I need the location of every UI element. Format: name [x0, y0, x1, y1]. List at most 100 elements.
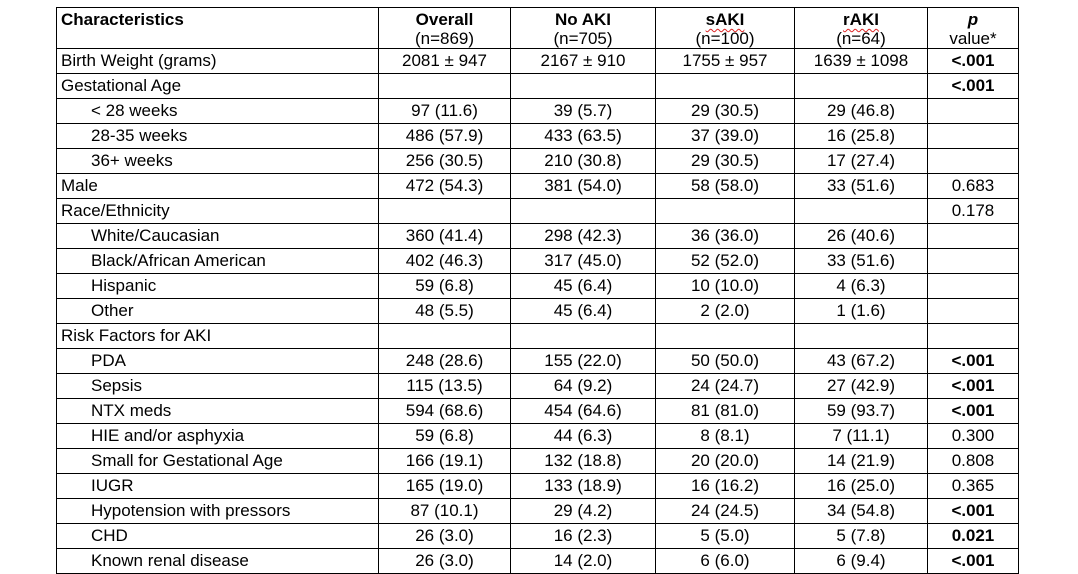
cell-overall: 59 (6.8): [378, 273, 511, 299]
cell-saki: 8 (8.1): [655, 423, 795, 449]
cell-overall: [378, 198, 511, 224]
cell-saki: 20 (20.0): [655, 448, 795, 474]
header-p-value: p value*: [927, 7, 1019, 49]
table-row: 28-35 weeks 486 (57.9) 433 (63.5) 37 (39.0)…: [56, 123, 1019, 149]
cell-raki: 34 (54.8): [794, 498, 928, 524]
cell-p-value: [927, 273, 1019, 299]
cell-raki: 59 (93.7): [794, 398, 928, 424]
cell-p-value: [927, 98, 1019, 124]
cell-p-value: <.001: [927, 548, 1019, 574]
cell-p-value: 0.300: [927, 423, 1019, 449]
cell-raki: 29 (46.8): [794, 98, 928, 124]
cell-overall: 97 (11.6): [378, 98, 511, 124]
cell-overall: 594 (68.6): [378, 398, 511, 424]
table-row: Risk Factors for AKI: [56, 323, 1019, 349]
cell-saki: 36 (36.0): [655, 223, 795, 249]
cell-no-aki: 45 (6.4): [510, 298, 656, 324]
cell-no-aki: 14 (2.0): [510, 548, 656, 574]
row-label: Male: [56, 173, 379, 199]
table-row: IUGR 165 (19.0) 133 (18.9) 16 (16.2) 16 (25.…: [56, 473, 1019, 499]
table-row: CHD 26 (3.0) 16 (2.3) 5 (5.0) 5 (7.8) 0.021: [56, 523, 1019, 549]
cell-no-aki: 45 (6.4): [510, 273, 656, 299]
cell-overall: 115 (13.5): [378, 373, 511, 399]
cell-p-value: [927, 248, 1019, 274]
cell-overall: 402 (46.3): [378, 248, 511, 274]
table-row: 36+ weeks 256 (30.5) 210 (30.8) 29 (30.5) 17…: [56, 148, 1019, 174]
header-no-aki: No AKI (n=705): [510, 7, 656, 49]
table-row: Birth Weight (grams) 2081 ± 947 2167 ± 910…: [56, 48, 1019, 74]
cell-p-value: <.001: [927, 73, 1019, 99]
cell-saki: 16 (16.2): [655, 473, 795, 499]
row-label: Risk Factors for AKI: [56, 323, 379, 349]
cell-no-aki: [510, 73, 656, 99]
cell-no-aki: 155 (22.0): [510, 348, 656, 374]
table-row: Black/African American 402 (46.3) 317 (45.…: [56, 248, 1019, 274]
cell-overall: 472 (54.3): [378, 173, 511, 199]
cell-p-value: <.001: [927, 373, 1019, 399]
cell-no-aki: 132 (18.8): [510, 448, 656, 474]
cell-overall: 2081 ± 947: [378, 48, 511, 74]
cell-no-aki: 381 (54.0): [510, 173, 656, 199]
cell-raki: 14 (21.9): [794, 448, 928, 474]
cell-overall: 59 (6.8): [378, 423, 511, 449]
table-row: Hispanic 59 (6.8) 45 (6.4) 10 (10.0) 4 (6.3): [56, 273, 1019, 299]
cell-overall: [378, 323, 511, 349]
row-label: Known renal disease: [56, 548, 379, 574]
row-label: IUGR: [56, 473, 379, 499]
cell-saki: 1755 ± 957: [655, 48, 795, 74]
header-saki: sAKI (n=100): [655, 7, 795, 49]
cell-no-aki: 29 (4.2): [510, 498, 656, 524]
table-row: Small for Gestational Age 166 (19.1) 132 (…: [56, 448, 1019, 474]
cell-raki: 26 (40.6): [794, 223, 928, 249]
cell-raki: 5 (7.8): [794, 523, 928, 549]
cell-no-aki: 210 (30.8): [510, 148, 656, 174]
cell-p-value: <.001: [927, 498, 1019, 524]
cell-overall: [378, 73, 511, 99]
cell-no-aki: 64 (9.2): [510, 373, 656, 399]
cell-no-aki: 39 (5.7): [510, 98, 656, 124]
cell-p-value: 0.683: [927, 173, 1019, 199]
table-row: Sepsis 115 (13.5) 64 (9.2) 24 (24.7) 27 (42.…: [56, 373, 1019, 399]
row-label: Other: [56, 298, 379, 324]
cell-p-value: <.001: [927, 348, 1019, 374]
cell-p-value: 0.021: [927, 523, 1019, 549]
cell-saki: [655, 323, 795, 349]
cell-saki: 5 (5.0): [655, 523, 795, 549]
cell-no-aki: 433 (63.5): [510, 123, 656, 149]
cell-saki: 2 (2.0): [655, 298, 795, 324]
header-saki-n: (n=100): [695, 29, 755, 48]
header-raki-n: (n=64): [836, 29, 886, 48]
cell-overall: 87 (10.1): [378, 498, 511, 524]
header-raki: rAKI (n=64): [794, 7, 928, 49]
cell-raki: 17 (27.4): [794, 148, 928, 174]
cell-raki: 27 (42.9): [794, 373, 928, 399]
cell-saki: 6 (6.0): [655, 548, 795, 574]
table-row: PDA 248 (28.6) 155 (22.0) 50 (50.0) 43 (67.2…: [56, 348, 1019, 374]
cell-saki: 24 (24.5): [655, 498, 795, 524]
cell-p-value: 0.808: [927, 448, 1019, 474]
cell-overall: 486 (57.9): [378, 123, 511, 149]
cell-raki: 16 (25.8): [794, 123, 928, 149]
cell-raki: 4 (6.3): [794, 273, 928, 299]
cell-raki: [794, 198, 928, 224]
header-characteristics: Characteristics: [56, 7, 379, 49]
row-label: Hypotension with pressors: [56, 498, 379, 524]
row-label: Black/African American: [56, 248, 379, 274]
cell-saki: 58 (58.0): [655, 173, 795, 199]
cell-raki: [794, 73, 928, 99]
cell-p-value: [927, 223, 1019, 249]
cell-p-value: <.001: [927, 48, 1019, 74]
cell-overall: 165 (19.0): [378, 473, 511, 499]
cell-no-aki: 133 (18.9): [510, 473, 656, 499]
cell-overall: 26 (3.0): [378, 523, 511, 549]
cell-overall: 48 (5.5): [378, 298, 511, 324]
table-row: NTX meds 594 (68.6) 454 (64.6) 81 (81.0) 59 …: [56, 398, 1019, 424]
cell-p-value: [927, 123, 1019, 149]
cell-saki: [655, 73, 795, 99]
row-label: White/Caucasian: [56, 223, 379, 249]
table-row: < 28 weeks 97 (11.6) 39 (5.7) 29 (30.5) 29 (…: [56, 98, 1019, 124]
cell-saki: 10 (10.0): [655, 273, 795, 299]
cell-overall: 248 (28.6): [378, 348, 511, 374]
cell-raki: 16 (25.0): [794, 473, 928, 499]
row-label: Hispanic: [56, 273, 379, 299]
